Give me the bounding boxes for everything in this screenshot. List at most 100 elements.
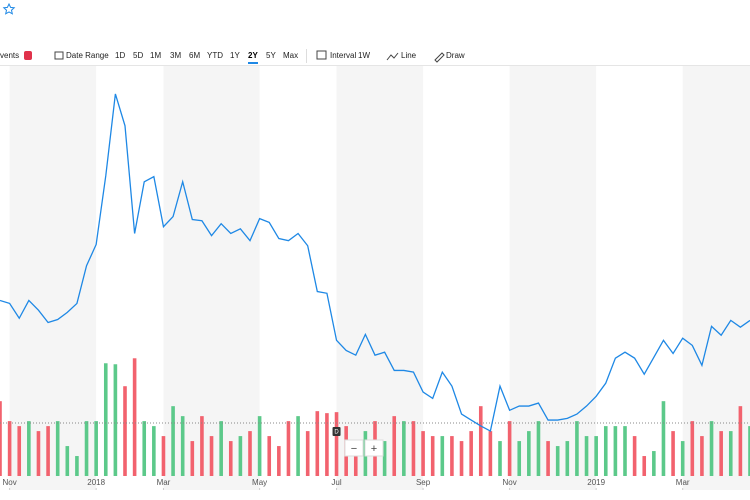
volume-bar [488,431,493,476]
volume-bar [671,431,675,476]
range-button[interactable]: 1M [150,51,162,60]
volume-bar [94,421,98,476]
volume-bar [325,413,329,476]
x-tick-label: Mar [676,478,690,487]
zoom-label[interactable]: − [351,443,357,455]
draw-icon [434,52,445,63]
range-button[interactable]: 1Y [230,51,240,60]
volume-bar [219,421,223,476]
chart-type-button[interactable]: Line [401,51,417,60]
volume-bar [642,456,647,476]
volume-bar [613,426,618,476]
volume-bar [450,436,454,476]
volume-bar [469,431,473,476]
period-band [9,66,97,490]
volume-bar [565,441,570,476]
volume-bar [161,436,166,476]
volume-bar [382,441,387,476]
events-icon[interactable] [24,51,32,60]
volume-bar [623,426,627,476]
x-tick-label: Mar [157,478,171,487]
volume-bar [632,436,637,476]
volume-bar [142,421,147,476]
range-button[interactable]: 5Y [266,51,276,60]
events-button[interactable]: vents [0,51,20,60]
volume-bar [392,416,397,476]
x-tick-label: Nov [2,478,16,487]
zoom-button[interactable] [344,439,364,457]
volume-bar [200,416,204,476]
range-button[interactable]: Max [283,51,299,60]
volume-bar [228,441,233,476]
volume-bar [267,436,272,476]
x-tick-label: 2019 [587,478,605,487]
volume-bar [103,363,108,476]
x-tick-label: Jul [331,478,341,487]
x-tick-label: 2018 [87,478,105,487]
volume-bar [238,436,243,476]
watchlist-star[interactable] [2,2,16,15]
period-band [336,66,424,490]
volume-bar [180,416,185,476]
volume-bar [440,436,445,476]
volume-bar [652,451,656,476]
volume-bar [748,426,750,476]
x-tick-label: Nov [502,478,516,487]
volume-bar [719,431,723,476]
volume-bar [296,416,300,476]
dividend-label: D [334,430,339,436]
dividend-marker [332,427,341,436]
x-tick-label: Sep [416,478,431,487]
volume-bar [305,431,310,476]
volume-bar [498,441,502,476]
volume-bar [527,431,531,476]
range-button[interactable]: 5D [133,51,144,60]
calendar-icon [54,51,64,60]
volume-bar [411,421,416,476]
plot: Nov 2018 Mar May Jul Sep Nov 2019 Mar D − + [0,66,750,490]
zoom-label[interactable]: + [371,443,377,455]
volume-bar [690,421,695,476]
volume-bar [546,441,550,476]
volume-bar [315,411,320,476]
period-band [163,66,260,490]
range-button[interactable]: 3M [170,51,182,60]
volume-bar [36,431,41,476]
volume-bar [46,426,50,476]
volume-bar [123,386,127,476]
volume-bar [709,421,714,476]
volume-bar [555,446,560,476]
volume-bar [584,436,589,476]
range-button[interactable]: 1D [115,51,126,60]
volume-bar [75,456,79,476]
volume-bar [27,421,31,476]
volume-bar [421,431,425,476]
volume-bar [536,421,541,476]
interval-label[interactable]: Interval [330,51,357,60]
volume-bar [55,421,60,476]
volume-bar [0,401,2,476]
range-button[interactable]: YTD [207,51,223,60]
zoom-button[interactable] [364,439,384,457]
volume-bar [17,426,22,476]
volume-bar [190,441,195,476]
date-range-button[interactable]: Date Range [66,51,109,60]
volume-bar [478,406,483,476]
volume-bar [65,446,70,476]
period-band [509,66,597,490]
volume-bar [430,436,435,476]
line-icon [386,52,399,61]
range-button[interactable]: 2Y [248,50,258,64]
range-button[interactable]: 6M [189,51,201,60]
volume-bar [7,421,12,476]
volume-bar [113,364,118,476]
volume-bar [575,421,579,476]
price-line [0,93,750,433]
volume-bar [152,426,156,476]
volume-bar [459,441,464,476]
draw-button[interactable]: Draw [446,51,465,60]
volume-bar [286,421,291,476]
interval-value[interactable]: 1W [358,51,370,60]
